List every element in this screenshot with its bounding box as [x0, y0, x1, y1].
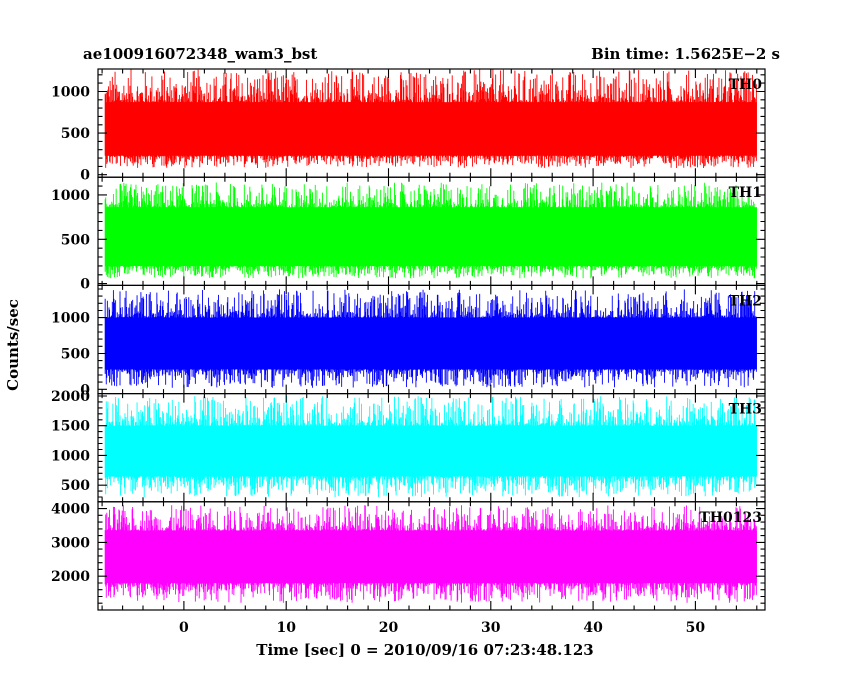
panel-label-th1: TH1 [729, 185, 762, 201]
series-th3-core [105, 425, 757, 477]
y-tick-label: 0 [80, 168, 90, 184]
panels-group: 0 500 1000 TH0 0 500 1000 TH1 0 500 1000 TH2 500 1000… [51, 68, 766, 611]
y-tick-label: 1500 [51, 419, 90, 435]
chart-title: ae100916072348_wam3_bst [83, 45, 317, 63]
y-tick-label: 500 [61, 232, 90, 248]
y-tick-label: 4000 [51, 502, 90, 518]
series-th2-core [105, 317, 757, 370]
x-axis-label: Time [sec] 0 = 2010/09/16 07:23:48.123 [256, 641, 593, 659]
panel-label-th0: TH0 [729, 77, 763, 93]
x-tick-label: 40 [583, 620, 603, 636]
series-th0-core [105, 102, 757, 156]
series-th1-core [105, 207, 757, 266]
y-tick-label: 1000 [51, 188, 90, 204]
y-tick-label: 500 [61, 478, 90, 494]
tick-marks [98, 285, 765, 394]
panel-label-th0123: TH0123 [699, 510, 762, 526]
x-tick-label: 0 [179, 620, 189, 636]
panel-label-th3: TH3 [729, 402, 762, 418]
panel-th2: 0 500 1000 TH2 [51, 284, 766, 398]
y-tick-label: 0 [80, 277, 90, 293]
y-tick-label: 1000 [51, 448, 90, 464]
y-tick-label: 1000 [51, 311, 90, 327]
panel-th0123: 2000 3000 4000 TH0123 [51, 501, 766, 611]
bin-time-label: Bin time: 1.5625E−2 s [591, 45, 780, 63]
tick-marks [98, 176, 765, 286]
x-tick-label: 50 [686, 620, 706, 636]
y-axis-label: Counts/sec [4, 299, 22, 391]
panel-th3: 500 1000 1500 2000 TH3 [51, 389, 766, 503]
y-tick-label: 1000 [51, 85, 90, 101]
y-tick-label: 3000 [51, 535, 90, 551]
tick-marks [98, 501, 765, 611]
panel-th0: 0 500 1000 TH0 [51, 68, 766, 184]
x-tick-label: 30 [481, 620, 501, 636]
panel-th1: 0 500 1000 TH1 [51, 176, 766, 293]
x-tick-label: 20 [379, 620, 399, 636]
x-tick-labels: 0 10 20 30 40 50 [179, 620, 705, 636]
y-tick-label: 0 [80, 382, 90, 398]
x-tick-label: 10 [276, 620, 296, 636]
panel-label-th2: TH2 [729, 293, 762, 309]
tick-marks [98, 69, 765, 178]
y-tick-label: 2000 [51, 389, 90, 405]
y-tick-label: 500 [61, 126, 90, 142]
y-tick-label: 2000 [51, 569, 90, 585]
series-th0123-core [105, 530, 757, 583]
y-tick-label: 500 [61, 347, 90, 363]
tick-marks [98, 393, 765, 502]
